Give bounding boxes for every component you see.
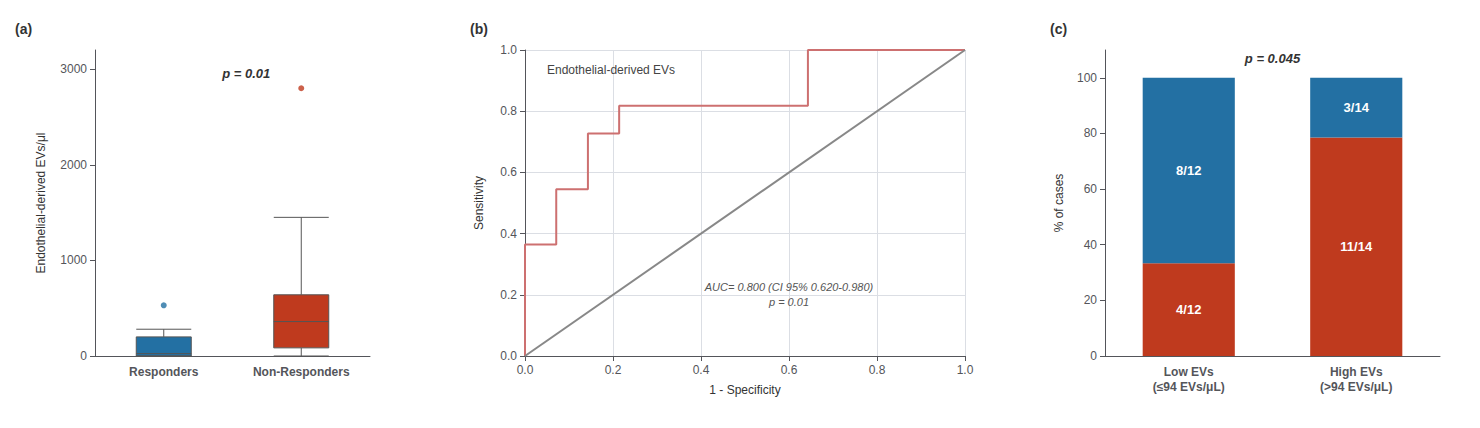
svg-text:80: 80 <box>1084 126 1098 140</box>
svg-text:0: 0 <box>80 349 87 363</box>
svg-text:0.4: 0.4 <box>500 227 517 241</box>
svg-text:Endothelial-derived EVs/μl: Endothelial-derived EVs/μl <box>34 133 48 274</box>
svg-text:1000: 1000 <box>60 253 87 267</box>
svg-text:p = 0.01: p = 0.01 <box>221 66 270 81</box>
svg-text:0.2: 0.2 <box>500 288 517 302</box>
svg-text:2000: 2000 <box>60 158 87 172</box>
svg-text:3000: 3000 <box>60 62 87 76</box>
svg-text:Sensitivity: Sensitivity <box>472 176 486 230</box>
svg-text:p = 0.045: p = 0.045 <box>1244 51 1301 66</box>
svg-text:0: 0 <box>1090 349 1097 363</box>
svg-text:100: 100 <box>1077 71 1097 85</box>
svg-text:(c): (c) <box>1050 21 1067 37</box>
svg-text:0.6: 0.6 <box>500 165 517 179</box>
svg-text:(b): (b) <box>470 21 488 37</box>
svg-text:High EVs: High EVs <box>1330 365 1383 379</box>
svg-text:1.0: 1.0 <box>957 363 974 377</box>
svg-text:60: 60 <box>1084 182 1098 196</box>
svg-text:1.0: 1.0 <box>500 43 517 57</box>
svg-text:0.4: 0.4 <box>693 363 710 377</box>
svg-text:% of cases: % of cases <box>1052 174 1066 233</box>
svg-text:Non-Responders: Non-Responders <box>253 365 350 379</box>
svg-text:p = 0.01: p = 0.01 <box>768 296 809 308</box>
svg-text:Low EVs: Low EVs <box>1164 365 1214 379</box>
svg-text:0.0: 0.0 <box>500 349 517 363</box>
svg-text:4/12: 4/12 <box>1176 302 1201 317</box>
svg-text:3/14: 3/14 <box>1344 100 1370 115</box>
svg-text:Endothelial-derived EVs: Endothelial-derived EVs <box>547 63 675 77</box>
svg-text:Responders: Responders <box>129 365 199 379</box>
svg-text:0.8: 0.8 <box>869 363 886 377</box>
svg-text:11/14: 11/14 <box>1340 239 1373 254</box>
svg-text:(>94 EVs/μL): (>94 EVs/μL) <box>1320 380 1392 394</box>
svg-text:8/12: 8/12 <box>1176 163 1201 178</box>
svg-text:1 - Specificity: 1 - Specificity <box>709 383 780 397</box>
svg-text:(a): (a) <box>15 21 32 37</box>
svg-text:0.0: 0.0 <box>517 363 534 377</box>
svg-text:(≤94 EVs/μL): (≤94 EVs/μL) <box>1153 380 1225 394</box>
svg-text:0.8: 0.8 <box>500 104 517 118</box>
svg-text:20: 20 <box>1084 293 1098 307</box>
svg-text:40: 40 <box>1084 238 1098 252</box>
svg-text:0.6: 0.6 <box>781 363 798 377</box>
svg-text:AUC= 0.800 (CI 95% 0.620-0.980: AUC= 0.800 (CI 95% 0.620-0.980) <box>704 281 874 293</box>
svg-text:0.2: 0.2 <box>605 363 622 377</box>
